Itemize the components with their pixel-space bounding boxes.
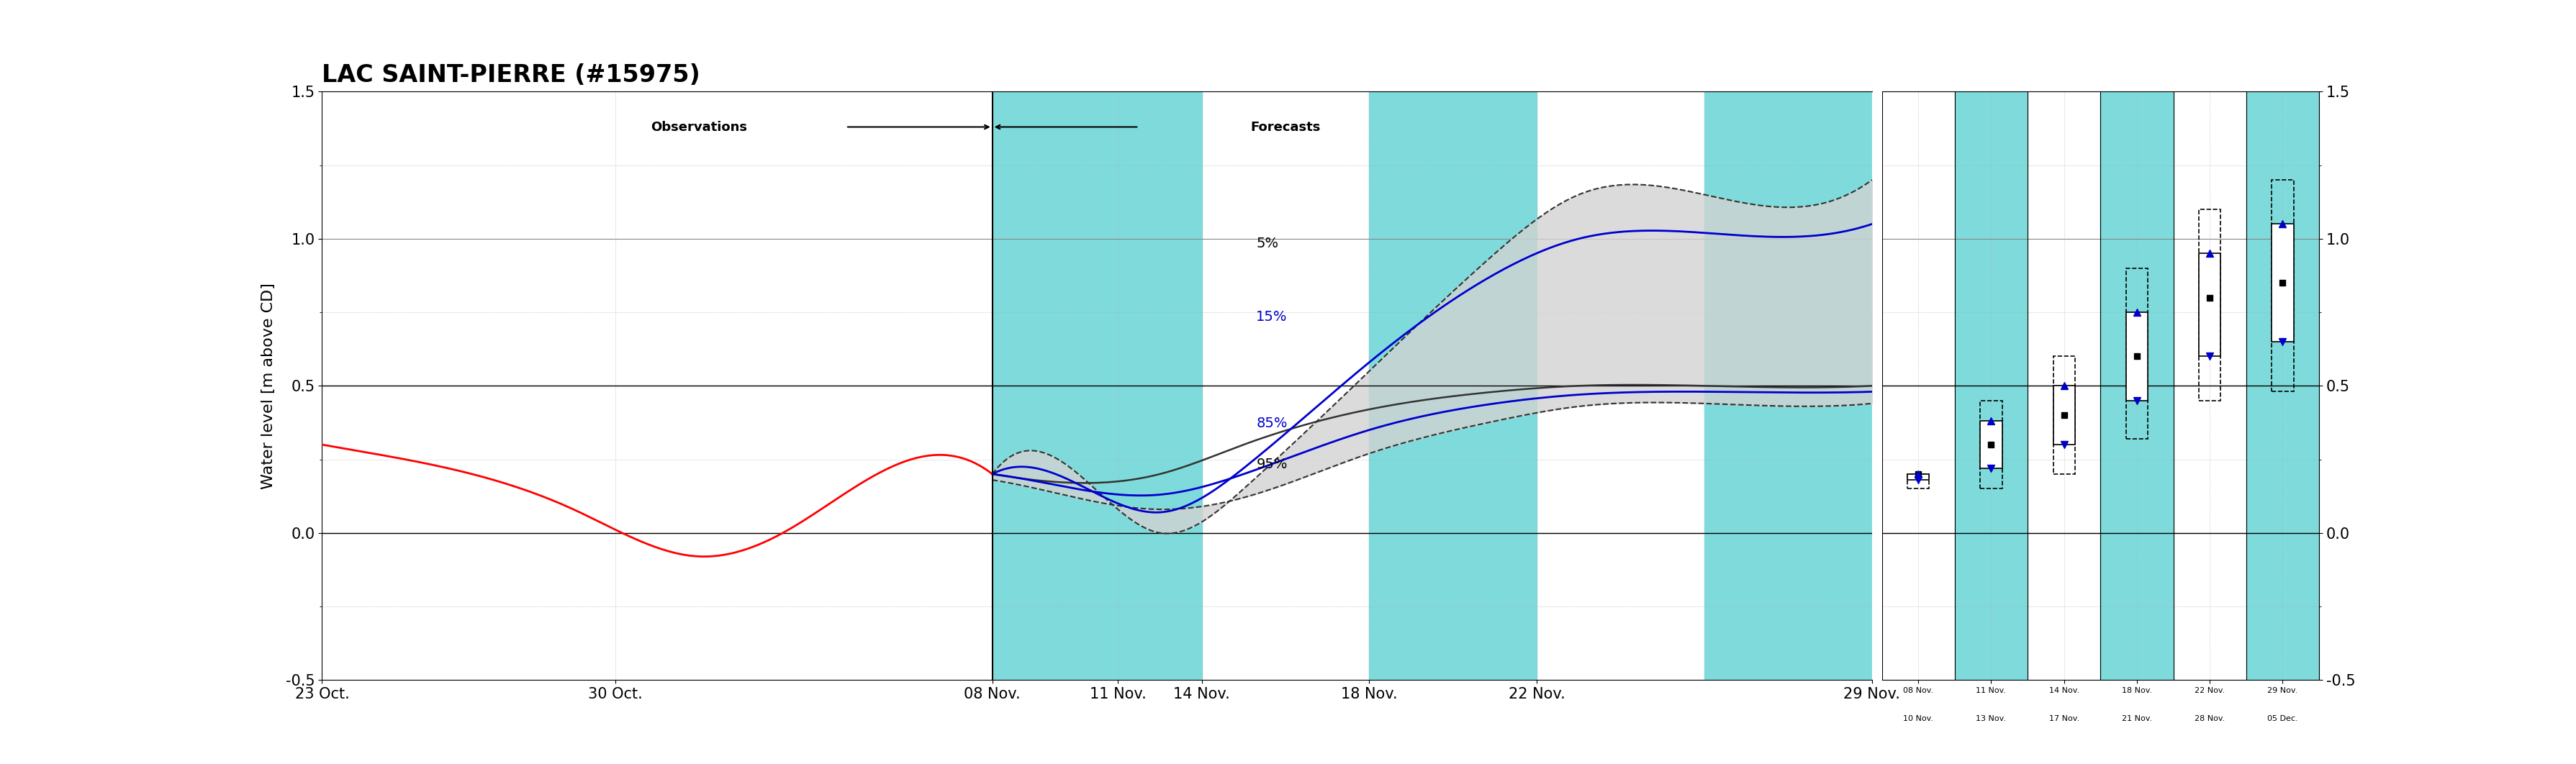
Bar	[1703, 92, 1870, 680]
Text: 95%: 95%	[1257, 458, 1288, 471]
Text: 5%: 5%	[1257, 237, 1278, 251]
Text: 15%: 15%	[1257, 310, 1288, 324]
Y-axis label: Water level [m above CD]: Water level [m above CD]	[260, 283, 276, 489]
Text: 13 Nov.: 13 Nov.	[1976, 715, 2007, 723]
Text: 10 Nov.: 10 Nov.	[1904, 715, 1932, 723]
Text: Forecasts: Forecasts	[1249, 121, 1321, 134]
Bar	[2099, 92, 2172, 680]
Bar	[1955, 92, 2027, 680]
FancyBboxPatch shape	[2125, 312, 2148, 400]
Bar	[2246, 92, 2318, 680]
Bar	[1368, 92, 1535, 680]
Text: 85%: 85%	[1257, 416, 1288, 430]
FancyBboxPatch shape	[1906, 474, 1929, 480]
FancyBboxPatch shape	[1981, 421, 2002, 468]
FancyBboxPatch shape	[2272, 224, 2293, 342]
FancyBboxPatch shape	[2197, 254, 2221, 356]
Text: Observations: Observations	[652, 121, 747, 134]
Text: 05 Dec.: 05 Dec.	[2267, 715, 2298, 723]
Text: 28 Nov.: 28 Nov.	[2195, 715, 2223, 723]
Text: 17 Nov.: 17 Nov.	[2048, 715, 2079, 723]
Bar	[992, 92, 1200, 680]
FancyBboxPatch shape	[2053, 386, 2074, 445]
Text: 21 Nov.: 21 Nov.	[2120, 715, 2151, 723]
Text: LAC SAINT-PIERRE (#15975): LAC SAINT-PIERRE (#15975)	[322, 63, 701, 87]
